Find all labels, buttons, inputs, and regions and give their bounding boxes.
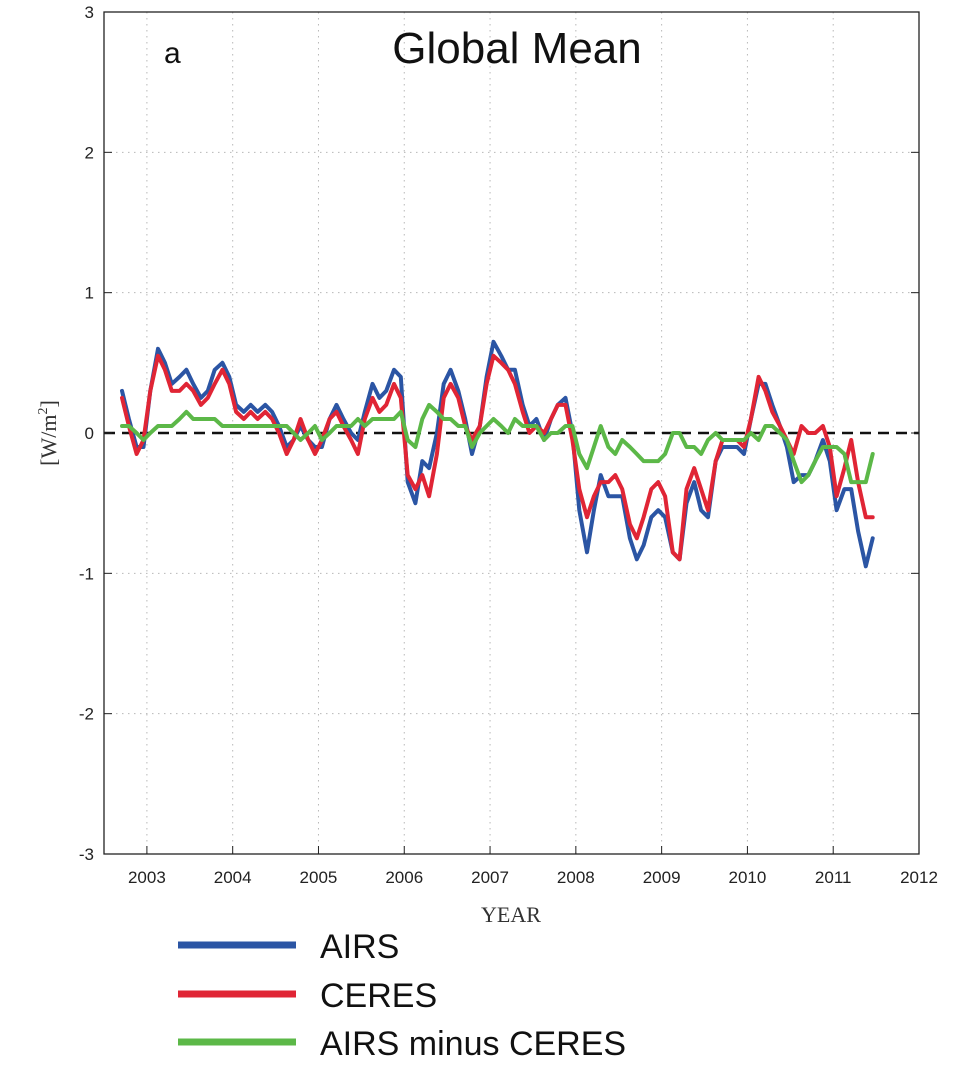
x-tick-label: 2012 (900, 868, 938, 887)
y-axis-label-close: ] (36, 400, 61, 407)
x-tick-label: 2011 (815, 868, 852, 887)
series-line-airs-minus-ceres (120, 402, 875, 485)
y-tick-label: -2 (79, 705, 94, 724)
x-tick-labels: 2003 2004 2005 2006 2007 2008 2009 2010 2011 2012 (128, 868, 938, 887)
y-tick-label: 3 (85, 3, 94, 22)
legend-label-airs-minus-ceres: AIRS minus CERES (320, 1025, 626, 1063)
x-tick-label: 2009 (643, 868, 681, 887)
x-tick-label: 2004 (214, 868, 252, 887)
y-tick-label: 1 (85, 284, 94, 303)
series-line-ceres (120, 353, 875, 562)
y-tick-label: 0 (85, 424, 94, 443)
x-tick-label: 2003 (128, 868, 166, 887)
y-tick-label: -1 (79, 564, 94, 583)
x-tick-label: 2005 (300, 868, 338, 887)
legend-label-ceres: CERES (320, 977, 437, 1015)
y-axis-label-base: [W/m (36, 415, 61, 466)
y-axis-label-exponent: 2 (36, 408, 51, 415)
legend-label-airs: AIRS (320, 928, 399, 966)
legend: AIRS CERES AIRS minus CERES (178, 928, 626, 1063)
panel-label: a (164, 37, 181, 70)
x-tick-label: 2008 (557, 868, 595, 887)
y-axis-label: [W/m2] (36, 400, 61, 466)
x-tick-label: 2010 (729, 868, 767, 887)
y-tick-label: -3 (79, 845, 94, 864)
svg-text:[W/m2]: [W/m2] (36, 400, 61, 466)
series-group (120, 339, 875, 569)
y-tick-labels: -3 -2 -1 0 1 2 3 (79, 3, 94, 864)
ticks (104, 11, 920, 855)
chart-title: Global Mean (392, 24, 641, 73)
x-tick-label: 2007 (471, 868, 509, 887)
y-tick-label: 2 (85, 143, 94, 162)
x-axis-label: YEAR (481, 902, 541, 927)
x-tick-label: 2006 (385, 868, 423, 887)
